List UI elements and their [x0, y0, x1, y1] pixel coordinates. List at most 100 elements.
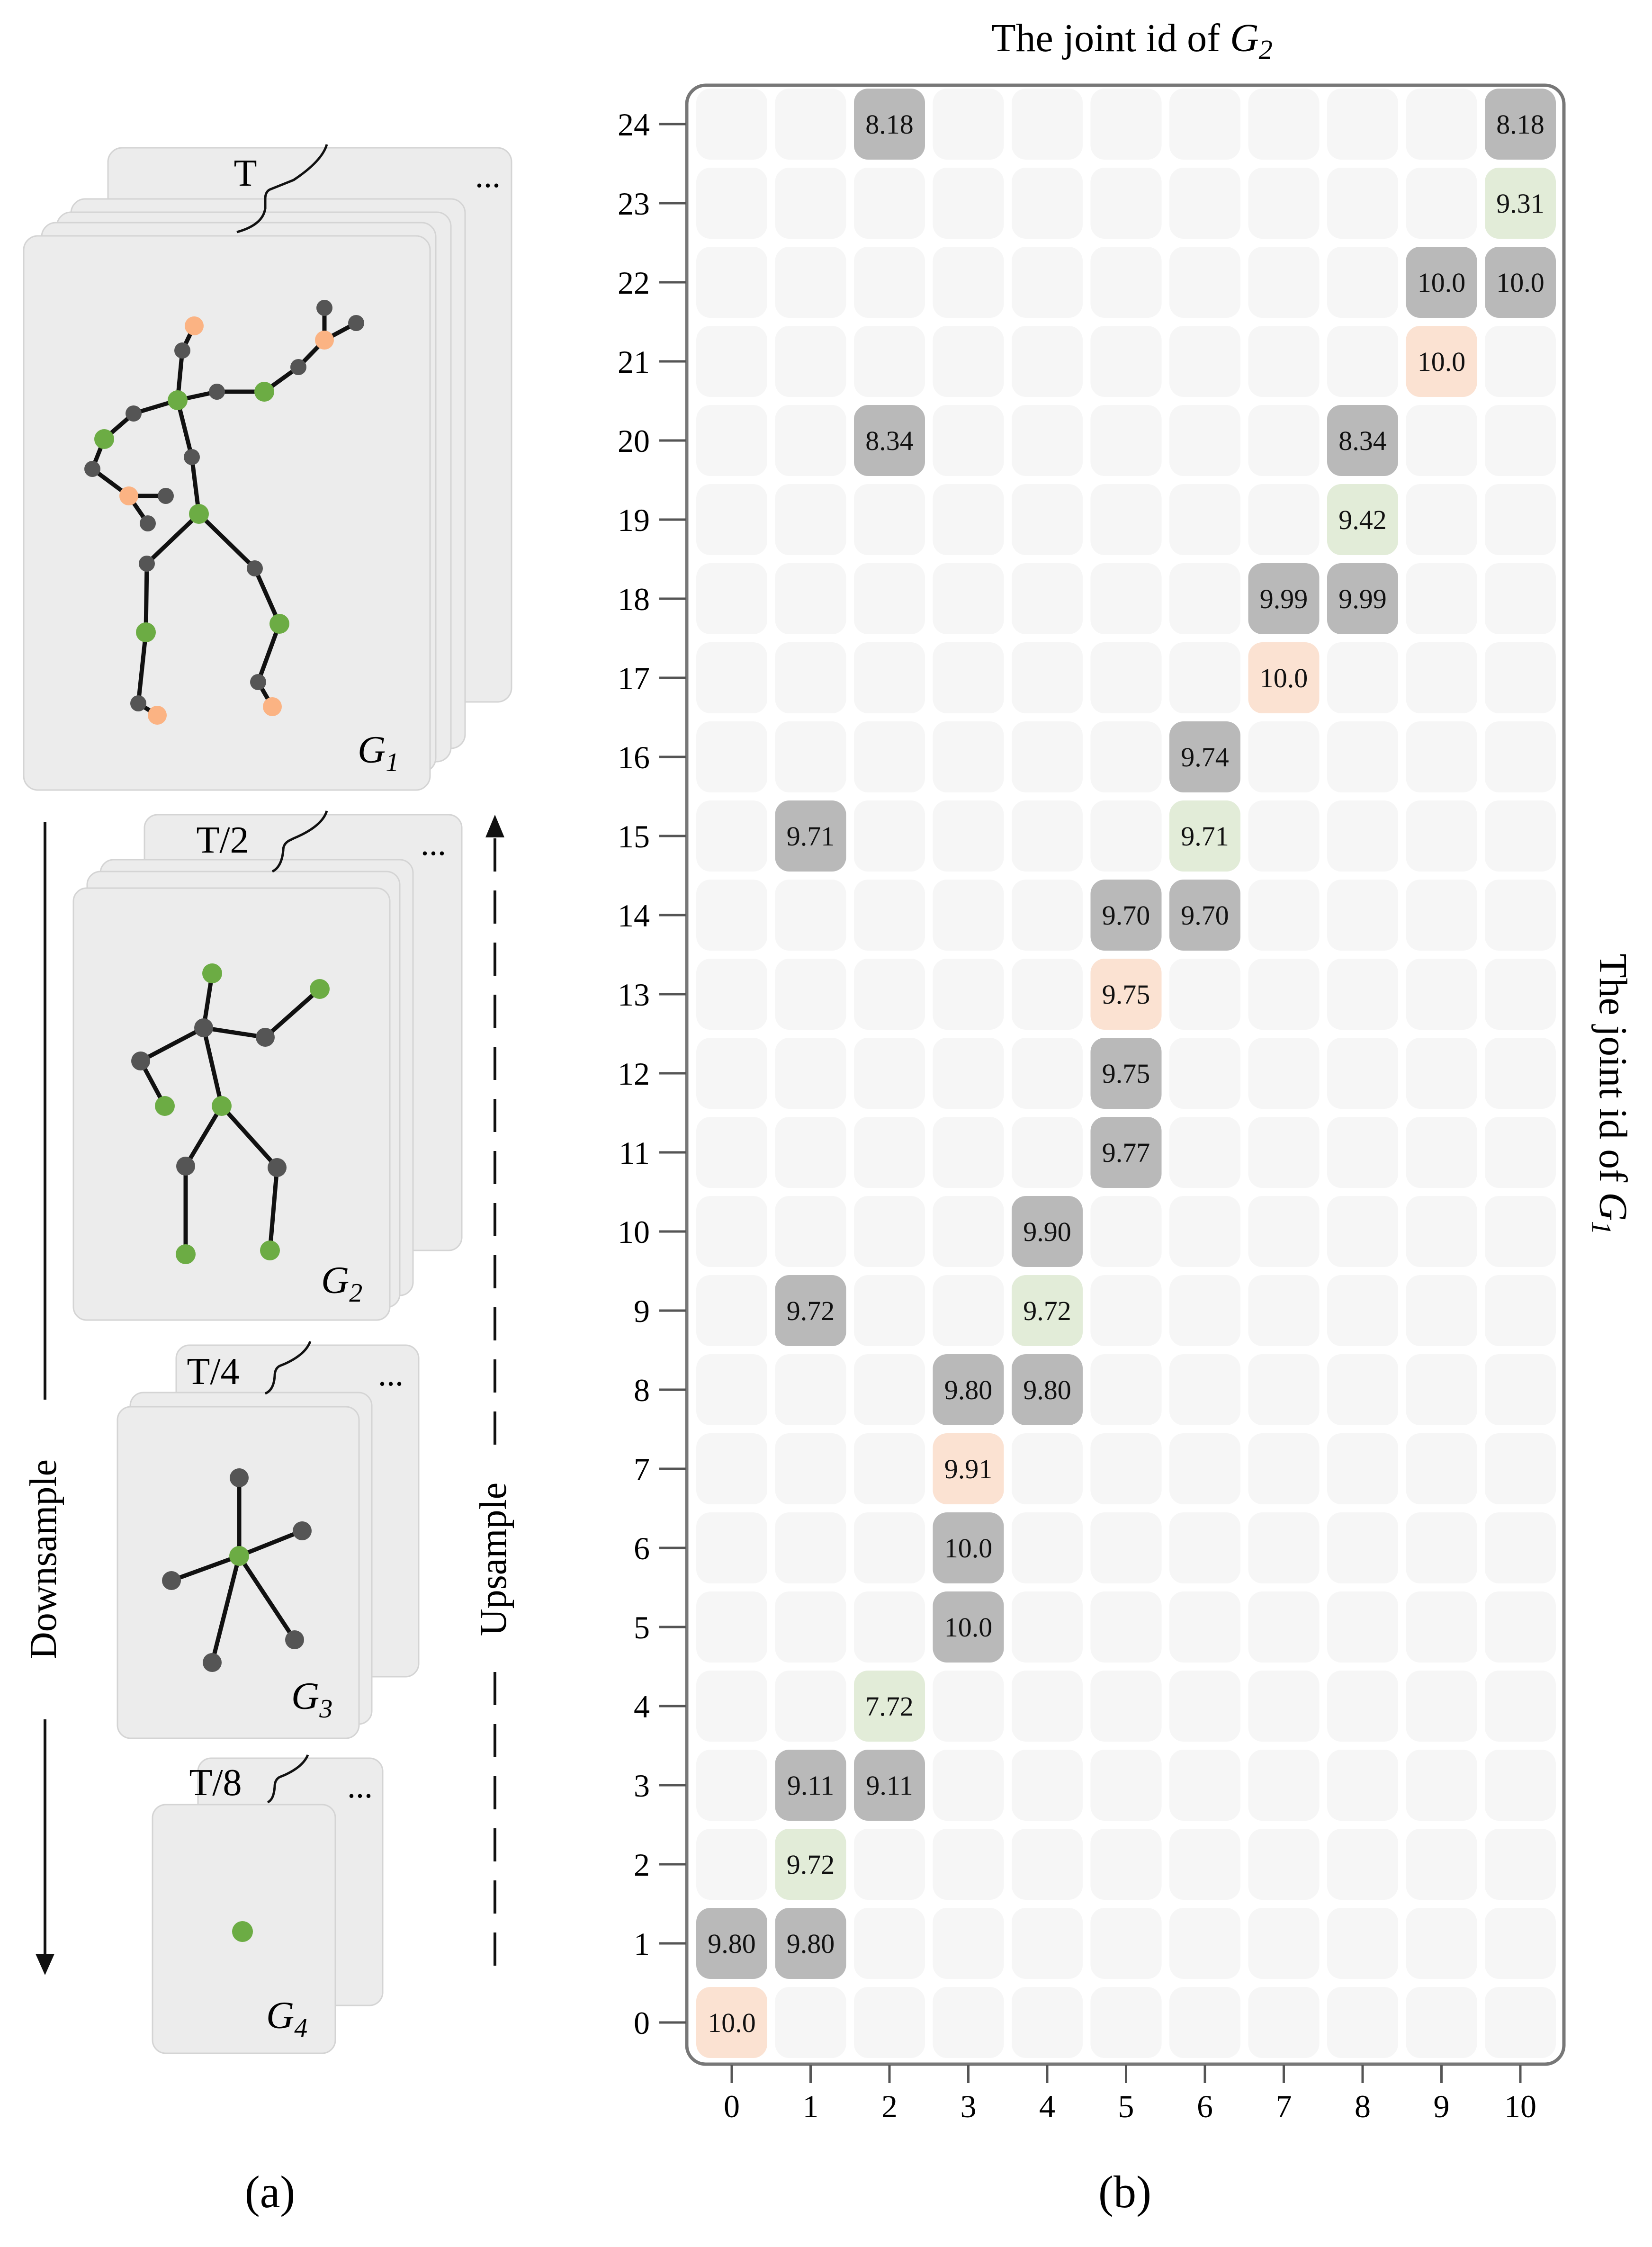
heatmap-empty-cell [696, 405, 767, 476]
heatmap-empty-cell [775, 1196, 846, 1267]
heatmap-cell-value: 9.75 [1102, 1058, 1150, 1089]
level-1-ellipsis: ... [475, 157, 501, 195]
heatmap-empty-cell [1327, 1117, 1398, 1188]
heatmap-empty-cell [1248, 1671, 1320, 1742]
heatmap-empty-cell [854, 1275, 925, 1346]
heatmap-empty-cell [1485, 1591, 1556, 1663]
heatmap-cell-value: 9.70 [1181, 900, 1229, 931]
heatmap-empty-cell [1406, 1671, 1477, 1742]
heatmap-empty-cell [1248, 880, 1320, 951]
heatmap-empty-cell [1485, 405, 1556, 476]
joint-orange [148, 706, 167, 725]
heatmap-empty-cell [1485, 1433, 1556, 1504]
heatmap-empty-cell [1090, 1433, 1162, 1504]
heatmap-empty-cell [1012, 1512, 1083, 1583]
heatmap-empty-cell [1169, 1117, 1240, 1188]
joint-green [136, 622, 156, 642]
joint-green [269, 614, 289, 634]
y-tick-label: 10 [618, 1214, 650, 1250]
heatmap-empty-cell [1248, 168, 1320, 239]
heatmap-x-ticks: 0 1 2 3 4 5 6 7 8 9 10 [724, 2065, 1536, 2124]
heatmap-empty-cell [1012, 959, 1083, 1030]
heatmap-cell-dark [854, 405, 925, 476]
heatmap-empty-cell [696, 247, 767, 318]
heatmap-empty-cell [1248, 1829, 1320, 1900]
heatmap-empty-cell [1406, 1987, 1477, 2058]
heatmap-cell-value: 9.80 [708, 1928, 756, 1959]
x-tick-label: 8 [1355, 2088, 1371, 2124]
heatmap-empty-cell [854, 168, 925, 239]
heatmap-empty-cell [1248, 1117, 1320, 1188]
level-4-stack: T/8 ... G4 [152, 1754, 384, 2054]
heatmap-empty-cell [1248, 800, 1320, 872]
heatmap-empty-cell [1090, 405, 1162, 476]
heatmap-empty-cell [1406, 1196, 1477, 1267]
joint-dark [316, 300, 332, 316]
heatmap-empty-cell [933, 959, 1004, 1030]
heatmap-empty-cell [1090, 1671, 1162, 1742]
heatmap-empty-cell [1248, 1908, 1320, 1979]
heatmap-empty-cell [854, 1591, 925, 1663]
x-tick-label: 2 [881, 2088, 898, 2124]
heatmap-cell-value: 8.34 [865, 425, 914, 456]
heatmap-cell-value: 7.72 [865, 1691, 914, 1722]
y-tick-label: 20 [618, 423, 650, 459]
heatmap-empty-cell [933, 1908, 1004, 1979]
joint-dark [140, 515, 156, 531]
skeleton-g2-joints [131, 963, 330, 1264]
heatmap-empty-cell [1169, 326, 1240, 397]
heatmap-empty-cell [1012, 326, 1083, 397]
heatmap-empty-cell [1169, 1987, 1240, 2058]
heatmap-empty-cell [696, 1433, 767, 1504]
level-4-brace [267, 1754, 309, 1804]
heatmap-empty-cell [933, 484, 1004, 555]
heatmap-empty-cell [775, 89, 846, 160]
y-tick-label: 17 [618, 660, 650, 696]
heatmap-empty-cell [775, 563, 846, 634]
heatmap-empty-cell [1327, 168, 1398, 239]
heatmap-empty-cell [1090, 563, 1162, 634]
heatmap-empty-cell [1169, 247, 1240, 318]
heatmap-empty-cell [1485, 880, 1556, 951]
heatmap-empty-cell [1248, 1591, 1320, 1663]
heatmap-empty-cell [1012, 1433, 1083, 1504]
heatmap-empty-cell [1169, 1908, 1240, 1979]
heatmap-empty-cell [1169, 168, 1240, 239]
y-tick-label: 8 [634, 1372, 650, 1408]
joint-green [94, 429, 114, 449]
heatmap-cell-value: 9.70 [1102, 900, 1150, 931]
heatmap-empty-cell [1248, 1196, 1320, 1267]
heatmap-empty-cell [1406, 1908, 1477, 1979]
y-tick-label: 9 [634, 1293, 650, 1329]
heatmap-empty-cell [1248, 484, 1320, 555]
heatmap-empty-cell [1090, 247, 1162, 318]
heatmap-empty-cell [775, 326, 846, 397]
heatmap-empty-cell [1406, 563, 1477, 634]
heatmap-empty-cell [696, 563, 767, 634]
heatmap-empty-cell [1327, 1987, 1398, 2058]
heatmap-cell-value: 9.80 [944, 1375, 993, 1405]
heatmap-empty-cell [1406, 959, 1477, 1030]
joint-dark [126, 405, 142, 422]
panel-a: T ... G1 [23, 144, 514, 2217]
heatmap-empty-cell [1248, 326, 1320, 397]
heatmap-empty-cell [1012, 1908, 1083, 1979]
heatmap-cell-value: 9.72 [787, 1295, 835, 1326]
heatmap-empty-cell [854, 642, 925, 713]
heatmap-empty-cell [1327, 1908, 1398, 1979]
heatmap-empty-cell [854, 959, 925, 1030]
heatmap-empty-cell [1090, 721, 1162, 792]
heatmap-empty-cell [1248, 1433, 1320, 1504]
level-2-time-label: T/2 [196, 819, 249, 861]
y-tick-label: 12 [618, 1056, 650, 1092]
level-3-front-frame [117, 1406, 360, 1739]
heatmap-empty-cell [1485, 1038, 1556, 1109]
heatmap-empty-cell [854, 1512, 925, 1583]
level-1-front-frame [23, 235, 431, 791]
heatmap-empty-cell [1485, 1908, 1556, 1979]
heatmap-cell-value: 9.11 [866, 1770, 913, 1801]
joint-green [155, 1096, 175, 1116]
joint-dark [158, 488, 174, 504]
heatmap-cells: 8.18 8.18 9.31 10.0 10.0 10.0 8.34 8.34 9.42 9.99… [696, 89, 1556, 2058]
joint-dark [285, 1630, 304, 1649]
